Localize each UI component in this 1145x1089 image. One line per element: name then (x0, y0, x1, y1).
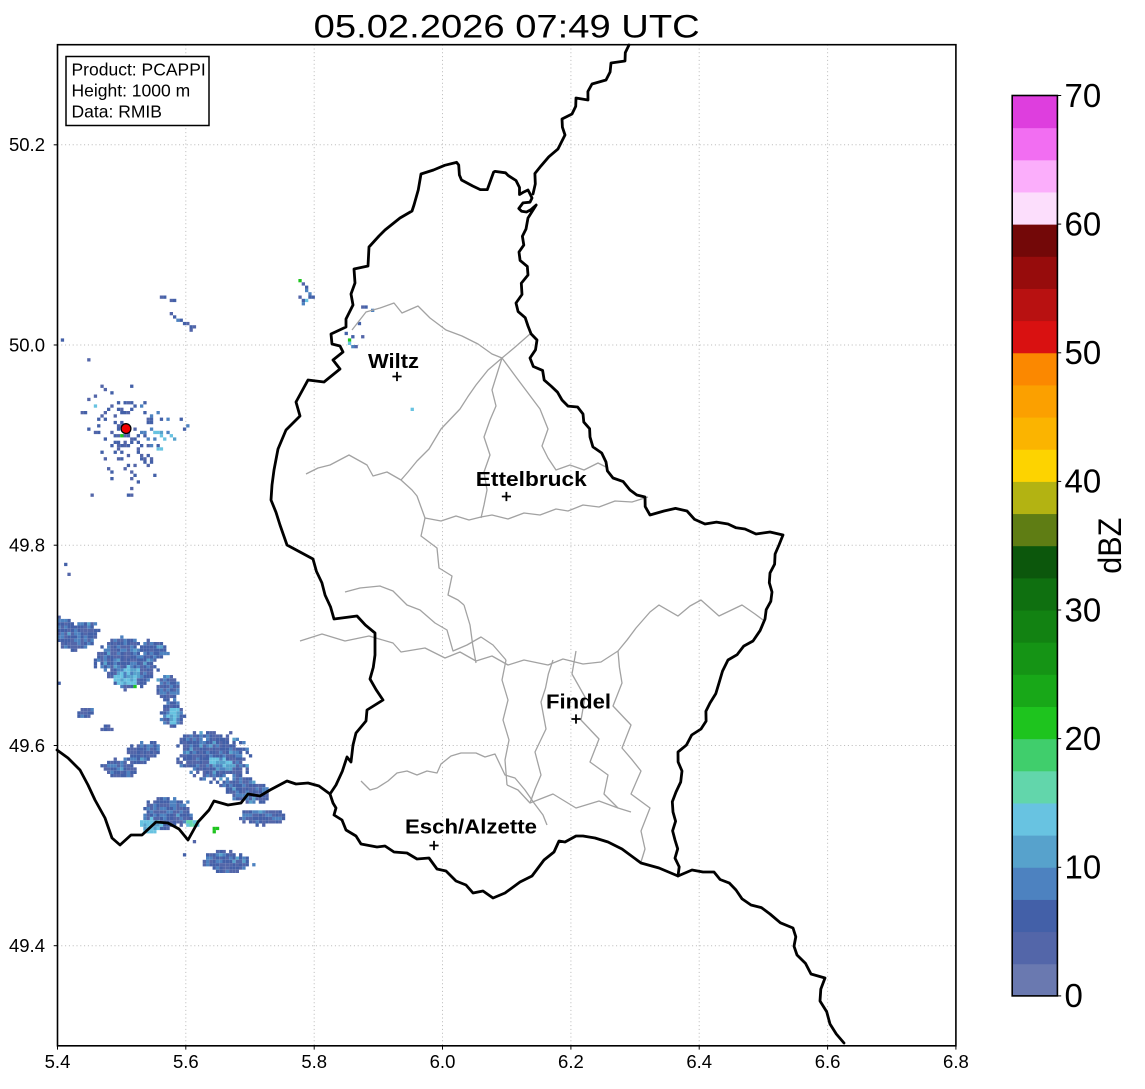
svg-text:6.2: 6.2 (558, 1051, 584, 1072)
svg-text:Esch/Alzette: Esch/Alzette (405, 815, 537, 838)
svg-text:6.8: 6.8 (943, 1051, 969, 1072)
svg-text:10: 10 (1065, 849, 1102, 886)
svg-text:70: 70 (1065, 77, 1102, 114)
svg-text:6.6: 6.6 (815, 1051, 841, 1072)
svg-text:40: 40 (1065, 463, 1102, 500)
svg-text:49.6: 49.6 (9, 735, 45, 756)
svg-text:50.0: 50.0 (9, 334, 45, 355)
svg-text:30: 30 (1065, 591, 1102, 628)
svg-text:50: 50 (1065, 334, 1102, 371)
svg-text:05.02.2026 07:49 UTC: 05.02.2026 07:49 UTC (314, 9, 700, 45)
svg-text:Wiltz: Wiltz (368, 350, 419, 373)
svg-text:6.4: 6.4 (686, 1051, 712, 1072)
svg-text:5.4: 5.4 (45, 1051, 71, 1072)
svg-text:dBZ: dBZ (1092, 518, 1128, 574)
svg-text:5.8: 5.8 (301, 1051, 327, 1072)
svg-text:Data: RMIB: Data: RMIB (72, 102, 162, 122)
svg-text:Ettelbruck: Ettelbruck (476, 468, 588, 491)
svg-text:Findel: Findel (546, 691, 611, 714)
svg-text:0: 0 (1065, 977, 1083, 1014)
svg-text:49.8: 49.8 (9, 535, 45, 556)
svg-text:49.4: 49.4 (9, 935, 45, 956)
svg-text:5.6: 5.6 (173, 1051, 199, 1072)
svg-text:Product: PCAPPI: Product: PCAPPI (72, 60, 206, 80)
svg-text:60: 60 (1065, 205, 1102, 242)
svg-text:Height: 1000 m: Height: 1000 m (72, 81, 191, 101)
svg-text:20: 20 (1065, 720, 1102, 757)
svg-text:50.2: 50.2 (9, 134, 45, 155)
svg-text:6.0: 6.0 (430, 1051, 456, 1072)
